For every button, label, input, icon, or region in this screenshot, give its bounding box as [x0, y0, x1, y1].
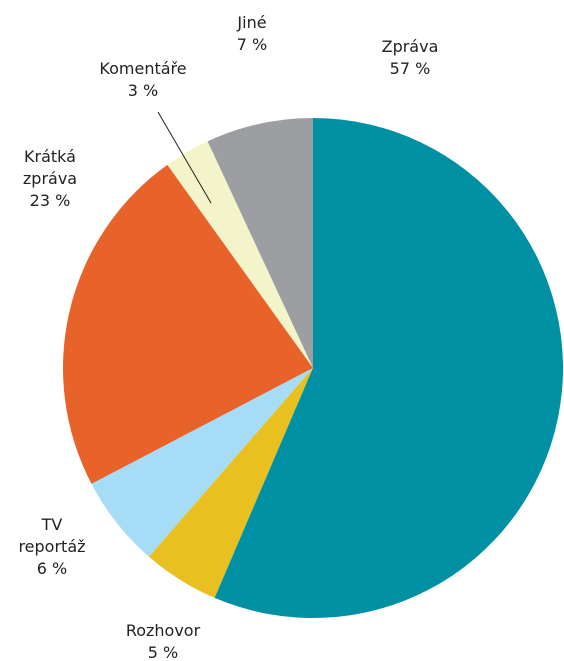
slice-label: Jiné 7 % — [237, 12, 267, 56]
pie-slice — [149, 368, 313, 598]
slice-label: Zpráva 57 % — [382, 36, 439, 80]
value-label: 5 % — [147, 643, 179, 661]
category-name: Rozhovor — [125, 621, 201, 640]
category-name: TV reportáž — [18, 515, 86, 556]
value-label: 23 % — [29, 191, 71, 210]
slice-label: Rozhovor 5 % — [126, 620, 200, 661]
category-name: Jiné — [237, 13, 267, 32]
category-name: Komentáře — [99, 59, 187, 78]
value-label: 6 % — [36, 559, 68, 578]
pie-slice — [167, 141, 313, 368]
value-label: 57 % — [389, 59, 431, 78]
pie-slice — [62, 164, 313, 484]
leader-line — [157, 111, 212, 204]
value-label: 3 % — [127, 81, 159, 100]
category-name: Zpráva — [381, 37, 439, 56]
pie-slice — [214, 118, 563, 618]
slice-label: Krátká zpráva 23 % — [15, 146, 85, 212]
slice-label: TV reportáž 6 % — [7, 514, 97, 580]
slice-label: Komentáře 3 % — [99, 58, 186, 102]
pie-slice — [91, 368, 313, 557]
pie-slice — [207, 118, 313, 368]
category-name: Krátká zpráva — [22, 147, 78, 188]
value-label: 7 % — [236, 35, 268, 54]
